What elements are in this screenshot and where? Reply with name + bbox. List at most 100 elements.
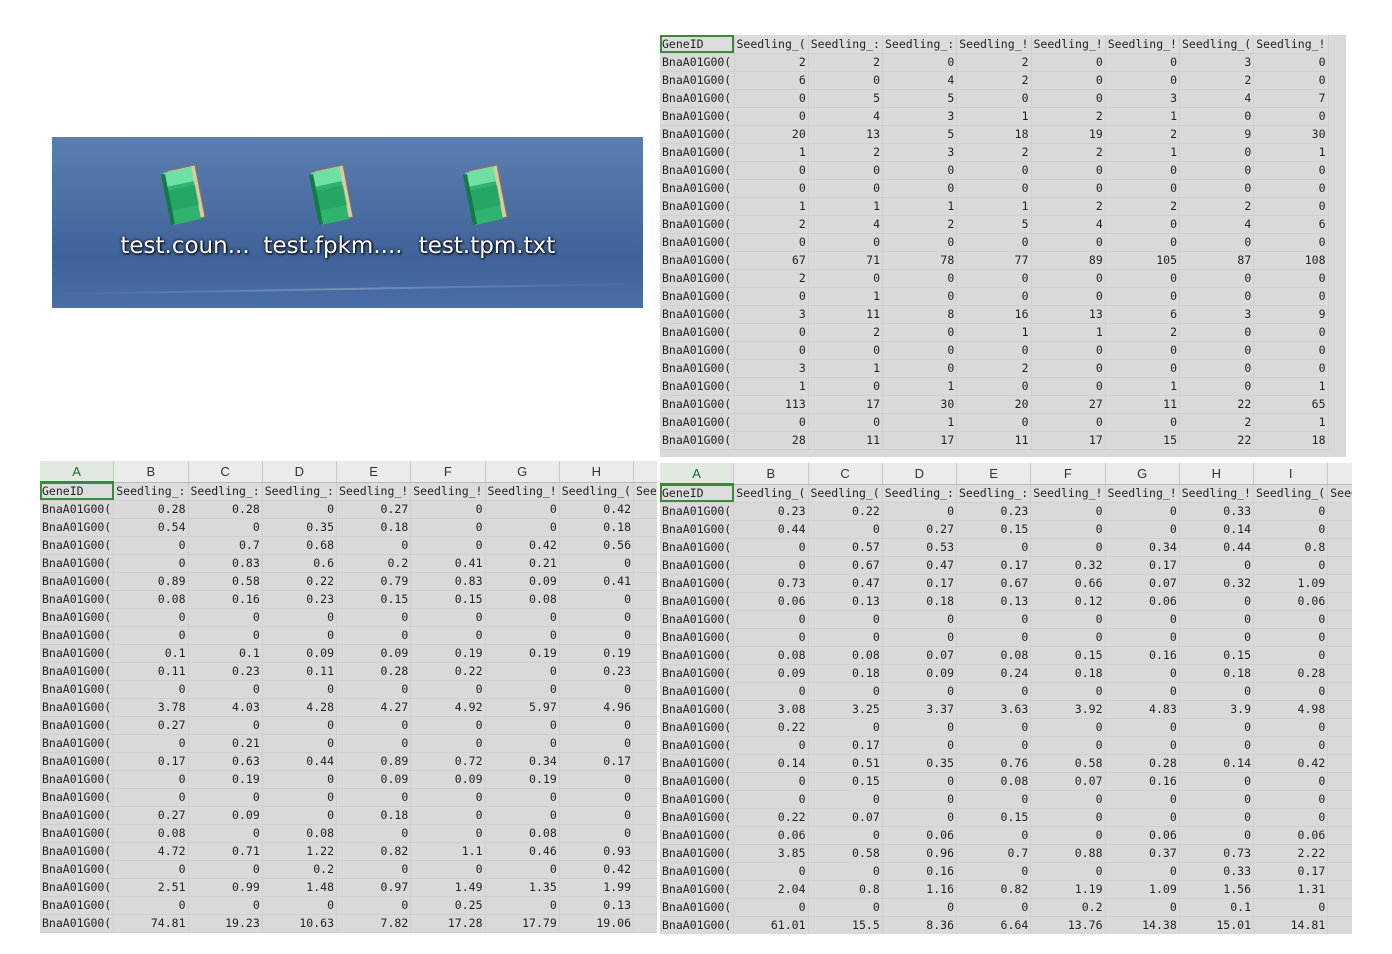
value-cell[interactable]: 0	[882, 898, 958, 917]
value-cell[interactable]: 0	[188, 518, 263, 537]
value-cell[interactable]: 2	[808, 323, 884, 342]
value-cell[interactable]: 4.48	[1327, 700, 1352, 719]
value-cell[interactable]: 74.81	[113, 914, 189, 933]
value-cell[interactable]: 17.79	[485, 914, 560, 933]
value-cell[interactable]: 0	[336, 626, 412, 645]
value-cell[interactable]: 2	[882, 215, 958, 234]
column-letter[interactable]: E	[336, 461, 412, 483]
value-cell[interactable]: 0.97	[336, 878, 412, 897]
value-cell[interactable]: 0	[882, 808, 958, 827]
value-cell[interactable]: 0	[1179, 287, 1255, 306]
value-cell[interactable]: 0	[808, 826, 883, 845]
value-cell[interactable]: 0	[410, 824, 486, 843]
value-cell[interactable]: 0.17	[113, 752, 189, 771]
gene-id-cell[interactable]: BnaA01G00(	[660, 646, 735, 665]
value-cell[interactable]: 0	[262, 806, 338, 825]
value-cell[interactable]: 65	[1253, 395, 1329, 414]
value-cell[interactable]: 2	[1179, 413, 1255, 432]
value-cell[interactable]: 0	[1179, 323, 1255, 342]
column-letter[interactable]: H	[559, 461, 635, 483]
value-cell[interactable]: 87	[1179, 251, 1255, 270]
value-cell[interactable]: 9	[1253, 305, 1329, 324]
value-cell[interactable]: 0.15	[956, 808, 1032, 827]
value-cell[interactable]: 0.06	[733, 592, 809, 611]
value-cell[interactable]: 0	[956, 862, 1032, 881]
value-cell[interactable]: 14.38	[1105, 916, 1180, 934]
value-cell[interactable]: 0.08	[262, 824, 338, 843]
value-cell[interactable]: 1.34	[633, 572, 657, 591]
value-cell[interactable]: 0	[956, 269, 1032, 288]
value-cell[interactable]: 0.35	[262, 518, 338, 537]
value-cell[interactable]: 17	[808, 395, 884, 414]
value-cell[interactable]: 0.42	[1253, 754, 1329, 773]
value-cell[interactable]: 0	[1031, 341, 1106, 360]
gene-id-cell[interactable]: BnaA01G00(	[40, 716, 115, 735]
sample-header-cell[interactable]: Seedling_(	[1253, 484, 1329, 503]
value-cell[interactable]: 0	[1105, 215, 1181, 234]
value-cell[interactable]: 0	[559, 716, 635, 735]
value-cell[interactable]: 0	[1179, 826, 1255, 845]
value-cell[interactable]: 15.01	[1179, 916, 1255, 934]
sample-header-cell[interactable]: Seedling_:	[188, 482, 263, 501]
value-cell[interactable]: 1	[808, 287, 884, 306]
value-cell[interactable]: 0	[1030, 736, 1106, 755]
value-cell[interactable]: 0.8	[808, 880, 883, 899]
value-cell[interactable]: 0	[1327, 898, 1352, 917]
value-cell[interactable]: 0	[1030, 790, 1106, 809]
value-cell[interactable]: 0	[734, 341, 809, 360]
value-cell[interactable]: 0.22	[733, 808, 809, 827]
gene-id-cell[interactable]: BnaA01G00(	[660, 502, 735, 521]
value-cell[interactable]: 0	[1179, 556, 1255, 575]
value-cell[interactable]: 0	[1105, 179, 1181, 198]
value-cell[interactable]: 0	[1179, 628, 1255, 647]
value-cell[interactable]: 1	[882, 197, 958, 216]
value-cell[interactable]: 0	[1253, 646, 1329, 665]
gene-id-cell[interactable]: BnaA01G00(	[660, 808, 735, 827]
value-cell[interactable]: 0	[1030, 682, 1106, 701]
gene-id-cell[interactable]: BnaA01G00(	[660, 89, 735, 108]
value-cell[interactable]: 0	[485, 734, 560, 753]
value-cell[interactable]: 0.16	[188, 590, 263, 609]
value-cell[interactable]: 0	[808, 628, 883, 647]
column-letter[interactable]: A	[40, 461, 115, 483]
value-cell[interactable]: 0.09	[1327, 664, 1352, 683]
value-cell[interactable]: 0	[956, 718, 1032, 737]
value-cell[interactable]: 0.18	[808, 664, 883, 683]
value-cell[interactable]: 20	[956, 395, 1032, 414]
value-cell[interactable]: 0	[956, 179, 1032, 198]
value-cell[interactable]: 3	[882, 107, 958, 126]
value-cell[interactable]: 0	[1105, 718, 1180, 737]
value-cell[interactable]: 0	[1030, 520, 1106, 539]
gene-id-cell[interactable]: BnaA01G00(	[660, 556, 735, 575]
value-cell[interactable]: 0	[808, 233, 884, 252]
value-cell[interactable]: 0.22	[410, 662, 486, 681]
value-cell[interactable]: 0	[1105, 53, 1181, 72]
value-cell[interactable]: 0.15	[1030, 646, 1106, 665]
value-cell[interactable]: 18.15	[633, 914, 657, 933]
value-cell[interactable]: 0	[559, 554, 635, 573]
gene-id-cell[interactable]: BnaA01G00(	[660, 179, 735, 198]
value-cell[interactable]: 0	[1179, 736, 1255, 755]
value-cell[interactable]: 0.57	[808, 538, 883, 557]
value-cell[interactable]: 0	[1030, 610, 1106, 629]
value-cell[interactable]: 0	[262, 896, 338, 915]
value-cell[interactable]: 0	[956, 538, 1032, 557]
value-cell[interactable]: 0.23	[1327, 754, 1352, 773]
value-cell[interactable]: 0	[1179, 359, 1255, 378]
value-cell[interactable]: 0	[1031, 377, 1106, 396]
value-cell[interactable]: 0	[633, 500, 657, 519]
value-cell[interactable]: 4.83	[1105, 700, 1180, 719]
value-cell[interactable]: 17.28	[410, 914, 486, 933]
value-cell[interactable]: 0	[808, 790, 883, 809]
column-letter[interactable]: G	[485, 461, 560, 483]
value-cell[interactable]: 0	[188, 860, 263, 879]
value-cell[interactable]: 6	[1253, 215, 1329, 234]
geneid-header-cell[interactable]: GeneID	[40, 482, 115, 501]
value-cell[interactable]: 0.27	[336, 500, 412, 519]
value-cell[interactable]: 0.19	[559, 644, 635, 663]
value-cell[interactable]: 22	[1179, 395, 1255, 414]
gene-id-cell[interactable]: BnaA01G00(	[40, 842, 115, 861]
value-cell[interactable]: 1	[734, 377, 809, 396]
value-cell[interactable]: 0	[1105, 233, 1181, 252]
geneid-header-cell[interactable]: GeneID	[660, 35, 735, 54]
